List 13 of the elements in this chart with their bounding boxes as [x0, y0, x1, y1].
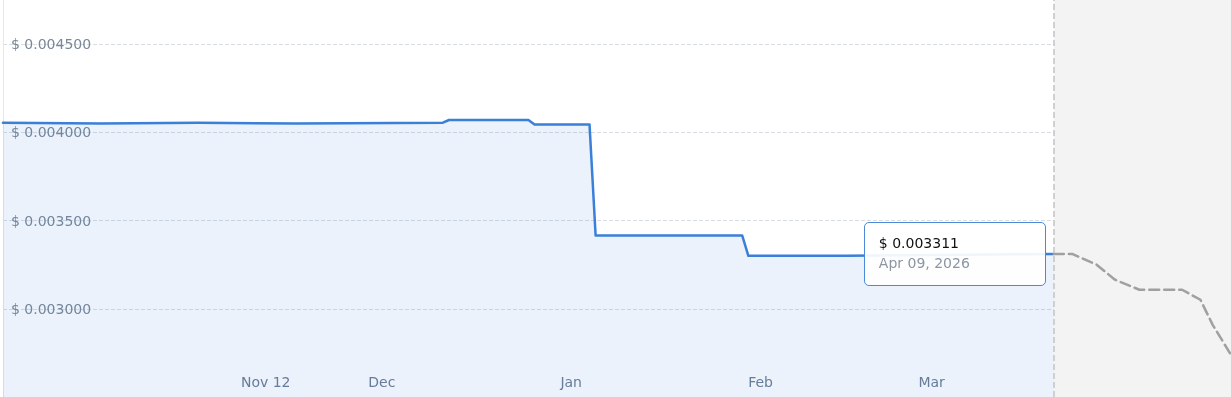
x-tick-label: Dec [368, 374, 396, 390]
x-tick-label: Nov 12 [240, 374, 291, 390]
y-tick-label: $ 0.003500 [11, 212, 92, 229]
y-tick-label: $ 0.004500 [11, 36, 92, 53]
annotation: $ 0.003311 [878, 233, 960, 253]
line-series [1052, 252, 1231, 357]
y-tick-label: $ 0.003000 [11, 300, 92, 317]
tooltip-box: $ 0.003311 Apr 09, 2026 [863, 221, 1046, 286]
annotation: Apr 09, 2026 [878, 253, 971, 273]
x-tick-label: Jan [559, 374, 582, 390]
y-tick-label: $ 0.004000 [11, 124, 92, 141]
x-tick-label: Mar [918, 374, 946, 390]
x-tick-label: Feb [748, 374, 774, 390]
